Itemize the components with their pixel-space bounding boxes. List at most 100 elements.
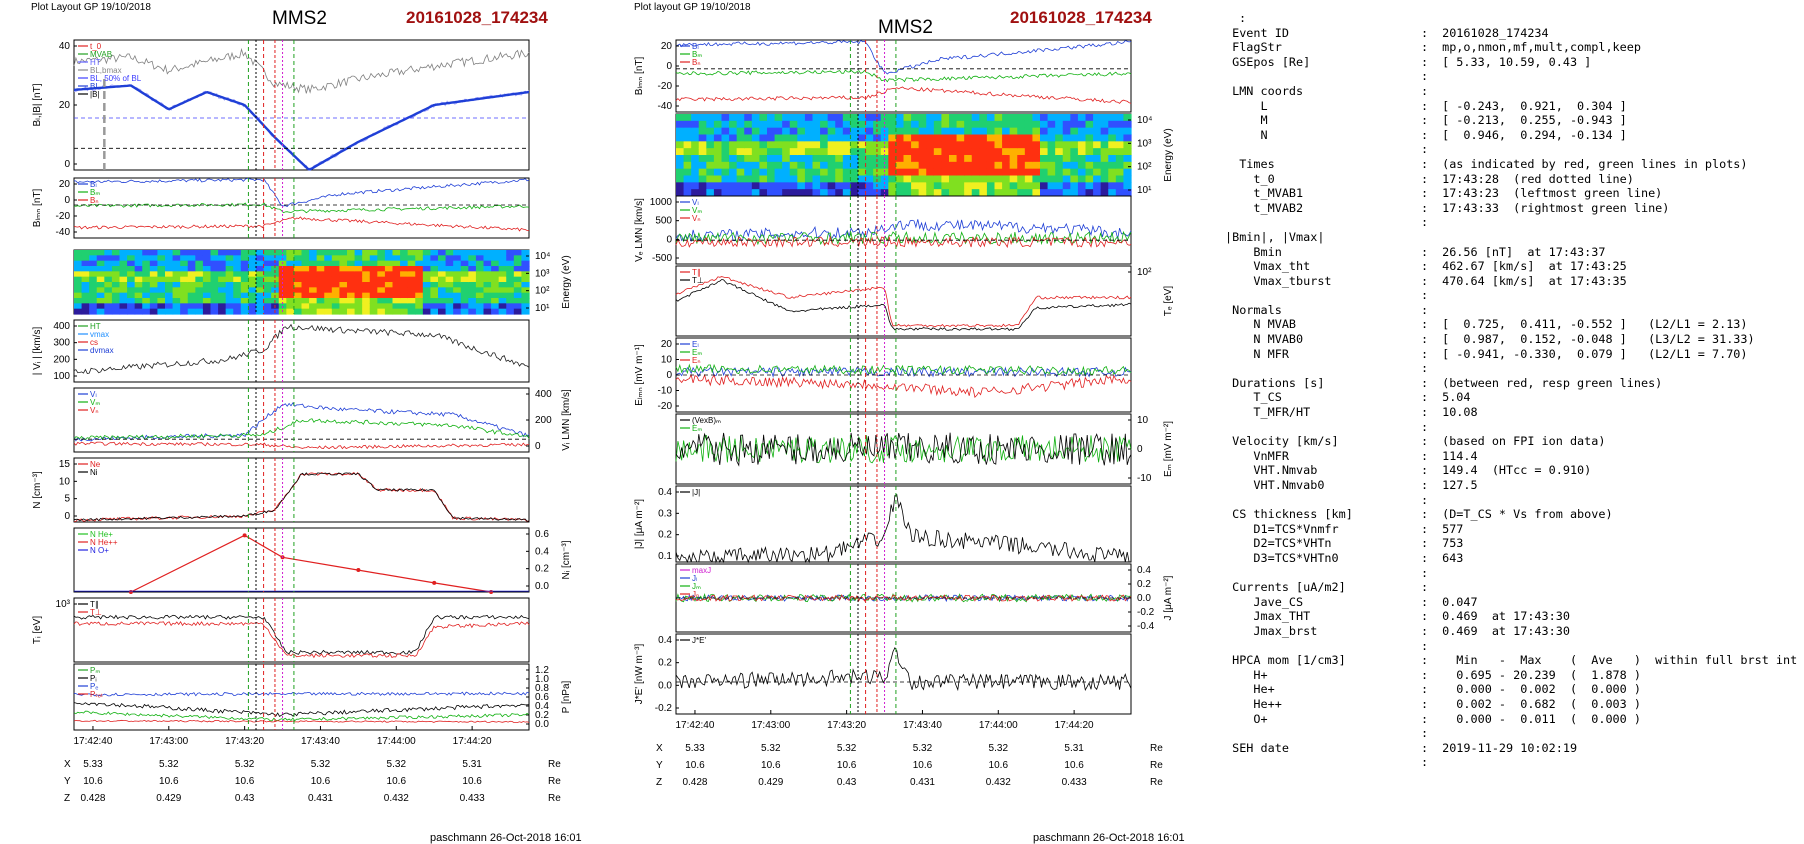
spectrogram-cell — [111, 298, 121, 304]
spectrogram-cell — [119, 298, 128, 304]
spectrogram-cell — [165, 292, 174, 299]
spectrogram-cell — [736, 175, 745, 183]
spectrogram-cell — [683, 141, 692, 149]
spectrogram-cell — [933, 168, 943, 177]
spectrogram-cell — [491, 282, 500, 288]
spectrogram-cell — [157, 292, 166, 299]
spectrogram-cell — [513, 276, 523, 283]
spectrogram-cell — [218, 260, 227, 267]
legend-label: Vₙ — [90, 406, 99, 415]
spectrogram-cell — [286, 303, 295, 310]
spectrogram-cell — [797, 189, 806, 197]
y-tick-label: 0.6 — [535, 529, 549, 540]
spectrogram-cell — [759, 141, 768, 149]
spectrogram-cell — [691, 120, 700, 129]
spectrogram-cell — [339, 292, 348, 299]
info-sep: : — [1421, 83, 1429, 98]
spectrogram-cell — [149, 292, 159, 299]
y-tick-label: 10³ — [535, 268, 550, 279]
info-sep: : — [1421, 375, 1429, 390]
spectrogram-cell — [491, 260, 500, 267]
spectrogram-cell — [460, 266, 469, 272]
spectrogram-cell — [422, 250, 432, 256]
spectrogram-cell — [225, 260, 234, 267]
spectrogram-cell — [835, 182, 844, 190]
spectrogram-cell — [506, 250, 515, 256]
spectrogram-cell — [918, 175, 927, 183]
spectrogram-cell — [858, 114, 867, 122]
info-row: Jave_CS: 0.047 — [1225, 595, 1797, 610]
spectrogram-cell — [293, 292, 303, 299]
spectrogram-cell — [240, 266, 250, 272]
data-series — [675, 432, 1132, 467]
info-row: N MVAB0: [ 0.987, 0.152, -0.048 ] (L3/L2… — [1225, 332, 1797, 347]
spectrogram-cell — [134, 303, 143, 310]
spectrogram-cell — [369, 260, 378, 267]
spectrogram-cell — [880, 114, 889, 122]
spectrogram-cell — [706, 141, 715, 149]
left-spacecraft-title: MMS2 — [272, 8, 327, 29]
info-value: 0.469 at 17:43:30 — [1435, 609, 1570, 624]
y-axis-label: |J| [μA m⁻²] — [634, 499, 645, 549]
spectrogram-cell — [149, 260, 159, 267]
spectrogram-cell — [971, 127, 980, 136]
spectrogram-cell — [865, 148, 874, 156]
spectrogram-cell — [81, 250, 90, 256]
spectrogram-cell — [483, 303, 492, 310]
spectrogram-cell — [347, 266, 356, 272]
spectrogram-cell — [210, 276, 219, 283]
spectrogram-cell — [263, 308, 272, 315]
spectrogram-cell — [513, 266, 523, 272]
spectrogram-cell — [956, 175, 965, 183]
spectrogram-cell — [119, 260, 128, 267]
legend-label: Vₙ — [692, 214, 701, 223]
spectrogram-cell — [369, 266, 378, 272]
spectrogram-cell — [1115, 175, 1125, 183]
spectrogram-cell — [1100, 189, 1109, 197]
spectrogram-cell — [1100, 182, 1109, 190]
data-series — [73, 418, 530, 441]
spectrogram-cell — [971, 141, 980, 149]
spectrogram-cell — [1077, 189, 1087, 197]
spectrogram-cell — [956, 141, 965, 149]
spectrogram-cell — [706, 175, 715, 183]
spectrogram-cell — [880, 168, 889, 177]
spectrogram-cell — [683, 127, 692, 136]
spectrogram-cell — [782, 168, 791, 177]
spectrogram-cell — [858, 148, 867, 156]
spectrogram-cell — [835, 148, 844, 156]
spectrogram-cell — [918, 168, 927, 177]
info-row: O+: 0.000 - 0.011 ( 0.000 ) — [1225, 712, 1797, 727]
spectrogram-cell — [797, 134, 806, 142]
info-key: N MVAB — [1225, 317, 1297, 332]
spectrogram-cell — [309, 255, 318, 262]
spectrogram-cell — [789, 141, 798, 149]
spectrogram-cell — [180, 250, 189, 256]
y-axis-label: J*E' [nW m⁻³] — [634, 644, 645, 705]
spectrogram-cell — [324, 271, 333, 278]
spectrogram-cell — [233, 255, 242, 262]
y-tick-label: 10³ — [1137, 138, 1152, 149]
spectrogram-cell — [941, 141, 950, 149]
spectrogram-cell — [415, 250, 424, 256]
spectrogram-cell — [1009, 161, 1018, 170]
spectrogram-cell — [873, 189, 882, 197]
info-sep: : — [1421, 507, 1429, 522]
spectrogram-cell — [1062, 155, 1071, 163]
ephemeris-value: 10.6 — [1064, 760, 1084, 771]
panel-jmag: 0.40.30.20.1|J| [μA m⁻²]|J| — [634, 485, 1132, 564]
spectrogram-cell — [804, 182, 814, 190]
info-row: L: [ -0.243, 0.921, 0.304 ] — [1225, 99, 1797, 114]
spectrogram-cell — [483, 250, 492, 256]
spectrogram-cell — [1093, 141, 1102, 149]
spectrogram-cell — [994, 127, 1003, 136]
legend-label: Jₘ — [692, 582, 701, 591]
spectrogram-cell — [1055, 161, 1064, 170]
spectrogram-cell — [453, 298, 462, 304]
spectrogram-cell — [240, 303, 250, 310]
spectrogram-cell — [172, 287, 181, 294]
spectrogram-cell — [521, 308, 530, 315]
spectrogram-cell — [331, 271, 341, 278]
y-tick-label: 0.4 — [535, 701, 549, 712]
spectrogram-cell — [1040, 127, 1049, 136]
